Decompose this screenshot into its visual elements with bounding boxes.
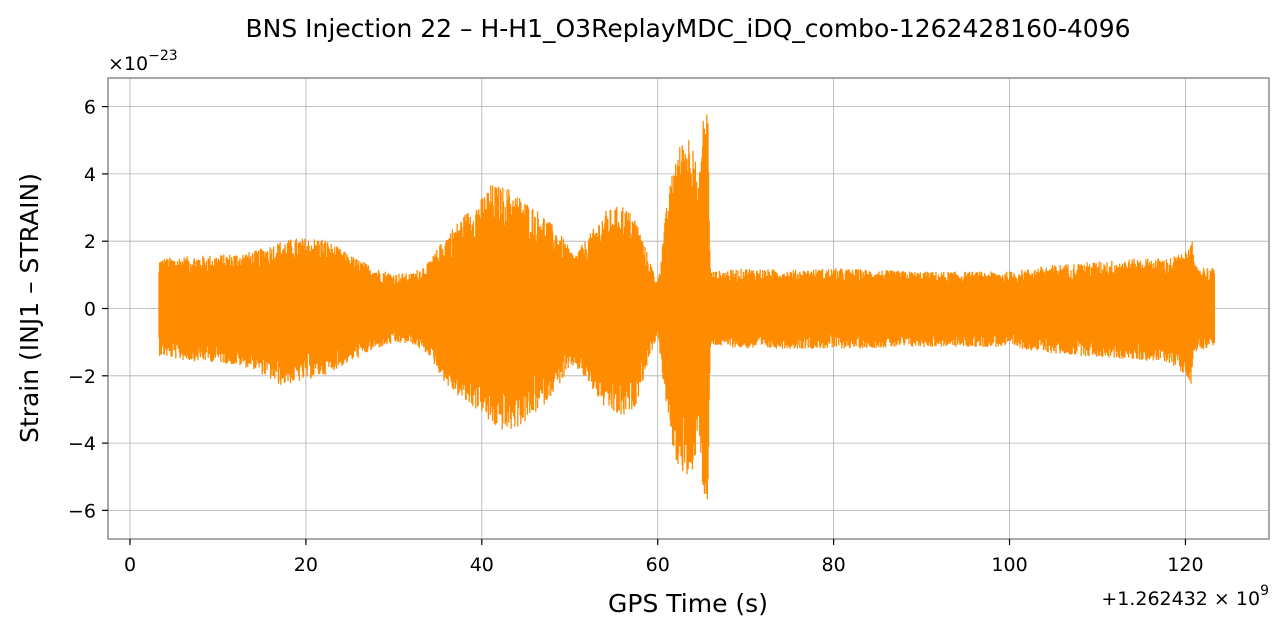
x-tick-label: 60 (646, 554, 670, 576)
chart-title: BNS Injection 22 – H-H1_O3ReplayMDC_iDQ_… (245, 14, 1130, 43)
x-tick-label: 80 (822, 554, 846, 576)
x-offset-label: +1.262432 × 109 (1101, 583, 1269, 610)
strain-series (158, 114, 1216, 500)
x-tick-label: 0 (124, 554, 136, 576)
y-scale-exponent: −23 (148, 48, 178, 64)
y-scale-multiplier: ×10−23 (108, 48, 178, 75)
x-axis-label: GPS Time (s) (608, 589, 768, 618)
y-tick-label: 2 (84, 231, 96, 253)
y-tick-label: 6 (84, 97, 96, 119)
axis-ticks: 0 20 40 60 80 100 120 −6 −4 −2 0 2 4 6 (68, 97, 1204, 576)
y-tick-label: −2 (68, 366, 96, 388)
x-offset-exponent: 9 (1260, 583, 1269, 599)
x-tick-label: 20 (294, 554, 318, 576)
y-tick-label: −4 (68, 433, 96, 455)
y-tick-label: 0 (84, 299, 96, 321)
strain-line (158, 114, 1216, 500)
y-axis-label: Strain (INJ1 – STRAIN) (15, 173, 44, 443)
y-tick-label: 4 (84, 164, 96, 186)
x-tick-label: 120 (1167, 554, 1203, 576)
y-tick-label: −6 (68, 500, 96, 522)
x-tick-label: 100 (991, 554, 1027, 576)
x-tick-label: 40 (470, 554, 494, 576)
